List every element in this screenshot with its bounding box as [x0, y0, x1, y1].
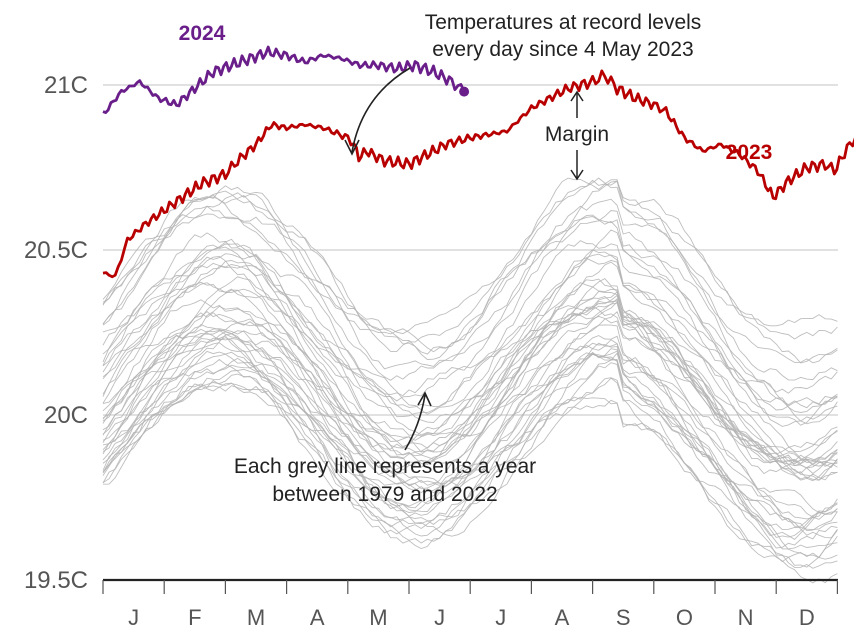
historical-year-line [102, 294, 838, 471]
series-label-2024: 2024 [179, 22, 226, 45]
y-tick-label: 20.5C [24, 237, 88, 264]
series-label-2023: 2023 [726, 141, 773, 164]
month-label: D [799, 605, 815, 630]
y-axis: 21C 20.5C 20C 19.5C [24, 72, 88, 594]
historical-year-line [102, 179, 838, 340]
historical-year-line [102, 253, 838, 452]
historical-year-line [102, 177, 838, 352]
historical-year-line [102, 180, 838, 364]
historical-year-line [102, 198, 838, 381]
historical-year-line [102, 383, 838, 584]
historical-year-line [102, 332, 838, 531]
grey-lines-note-line-2: between 1979 and 2022 [272, 483, 497, 506]
historical-year-line [102, 302, 838, 468]
margin-arrowhead-down [570, 169, 584, 181]
y-tick-label: 20C [44, 402, 88, 429]
historical-year-line [102, 276, 838, 475]
historical-year-line [102, 281, 838, 463]
record-note-line-2: every day since 4 May 2023 [432, 38, 693, 61]
historical-year-line [102, 192, 838, 413]
series-line-2024 [102, 45, 466, 114]
month-label: F [188, 605, 201, 630]
historical-year-line [102, 377, 838, 569]
month-label: J [495, 605, 506, 630]
month-label: S [616, 605, 631, 630]
record-note-arrow [351, 67, 411, 153]
historical-year-line [102, 253, 838, 426]
series-end-dot-2024 [459, 86, 470, 97]
month-label: N [738, 605, 754, 630]
historical-year-line [102, 289, 838, 474]
historical-year-line [102, 373, 838, 568]
historical-year-line [102, 262, 838, 469]
month-label: J [128, 605, 139, 630]
historical-year-line [102, 353, 838, 538]
historical-year-line [102, 382, 838, 563]
highlight-series: 2024 2023 [102, 22, 854, 279]
y-tick-label: 19.5C [24, 567, 88, 594]
historical-year-line [102, 216, 838, 409]
historical-year-line [102, 311, 838, 492]
annotations: Temperatures at record levels every day … [234, 11, 701, 506]
historical-year-line [102, 240, 838, 411]
historical-year-line [102, 342, 838, 550]
month-label: M [247, 605, 265, 630]
month-label: O [676, 605, 693, 630]
record-note-arrowhead [344, 139, 360, 156]
historical-year-line [102, 311, 838, 469]
historical-year-line [102, 229, 838, 422]
historical-year-line [102, 305, 838, 473]
historical-year-line [102, 295, 838, 481]
historical-year-line [102, 335, 838, 549]
month-label: J [434, 605, 445, 630]
y-tick-label: 21C [44, 72, 88, 99]
historical-year-line [102, 196, 838, 394]
historical-year-line [102, 324, 838, 527]
margin-label: Margin [545, 123, 609, 146]
month-label: A [310, 605, 325, 630]
month-label: A [555, 605, 570, 630]
historical-year-line [102, 335, 838, 520]
record-note-line-1: Temperatures at record levels [425, 11, 702, 34]
historical-years-lines [102, 177, 838, 584]
historical-year-line [102, 352, 838, 532]
grey-lines-note-line-1: Each grey line represents a year [234, 455, 536, 478]
margin-arrowhead-up [570, 90, 584, 102]
month-label: M [369, 605, 387, 630]
grey-lines-note-arrowhead [417, 391, 432, 407]
historical-year-line [102, 238, 838, 465]
series-line-2023 [102, 69, 854, 279]
grey-lines-note-arrow [404, 394, 426, 451]
historical-year-line [102, 177, 838, 364]
historical-year-line [102, 243, 838, 427]
